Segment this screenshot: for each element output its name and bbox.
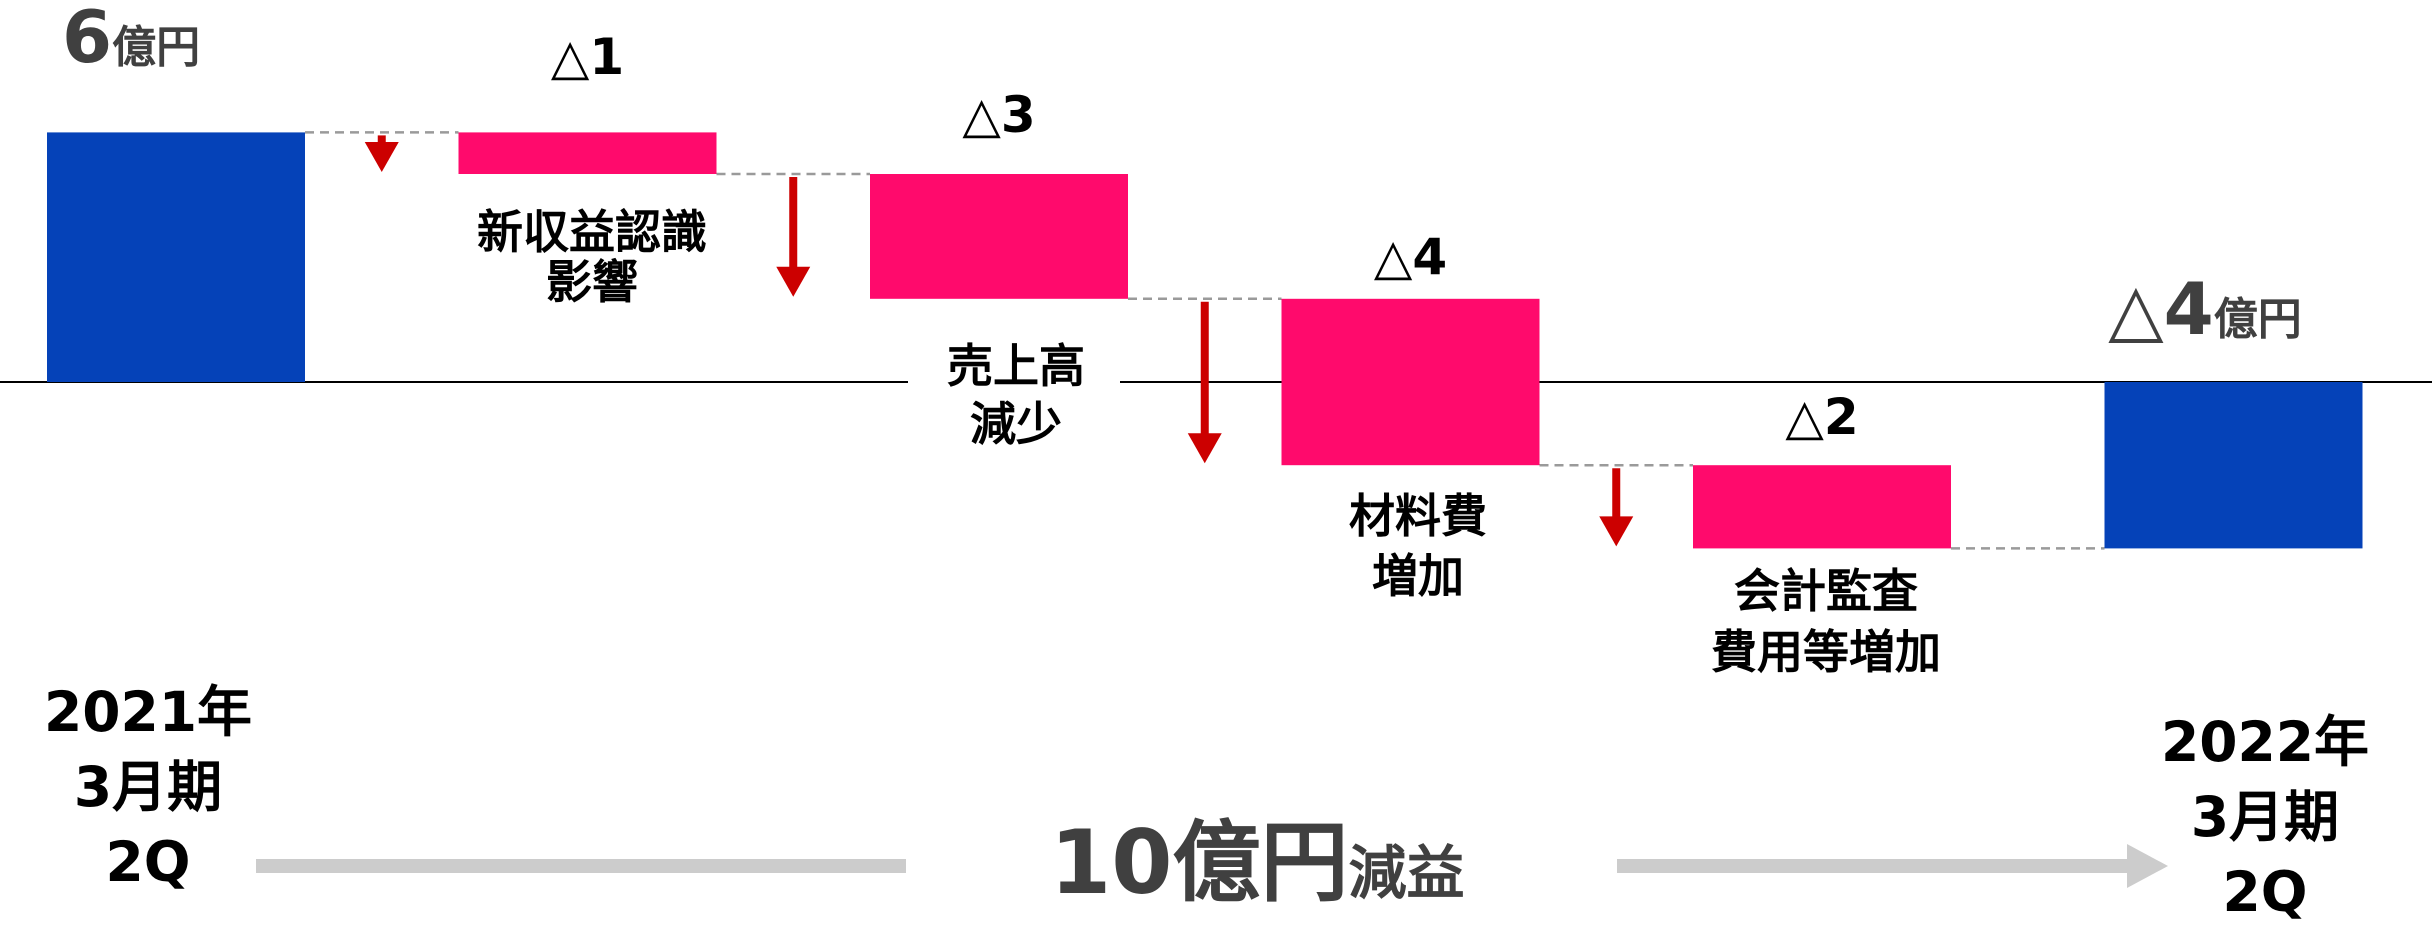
category-label: 材料費	[1349, 489, 1487, 543]
summary-label: 10億円減益	[1050, 811, 1464, 914]
value-label: △3	[962, 86, 1035, 144]
summary-arrow-head	[2127, 844, 2168, 888]
total-bar	[47, 132, 305, 382]
category-label: 増加	[1372, 549, 1464, 603]
value-label: △2	[1785, 388, 1858, 446]
value-label: △4億円	[2108, 267, 2301, 351]
category-label: 2Q	[2222, 860, 2307, 924]
value-label: △4	[1374, 228, 1447, 286]
category-label: 売上高	[947, 339, 1085, 393]
decrease-arrow-head	[776, 266, 811, 297]
decrease-arrow-head	[1599, 516, 1634, 547]
category-label: 3月期	[2191, 785, 2339, 849]
category-label: 2021年	[44, 680, 252, 744]
summary-arrow-shaft	[1617, 859, 2137, 873]
category-label: 会計監査	[1734, 564, 1918, 618]
category-label: 費用等増加	[1711, 625, 1941, 679]
decrease-bar	[1281, 298, 1540, 466]
summary-arrow-tail	[256, 859, 906, 873]
category-label: 減少	[970, 397, 1062, 451]
decrease-arrow-head	[364, 142, 399, 172]
decrease-arrow-head	[1187, 433, 1222, 464]
category-label: 3月期	[74, 755, 222, 819]
decrease-bar	[458, 132, 717, 174]
category-label: 影響	[546, 255, 638, 309]
value-label: 6億円	[62, 0, 200, 79]
value-label: △1	[551, 28, 624, 86]
category-label: 2022年	[2161, 710, 2369, 774]
category-label: 2Q	[105, 830, 190, 894]
category-label: 新収益認識	[477, 205, 707, 259]
decrease-bar	[870, 174, 1128, 299]
decrease-bar	[1693, 465, 1951, 549]
total-bar	[2104, 382, 2363, 549]
